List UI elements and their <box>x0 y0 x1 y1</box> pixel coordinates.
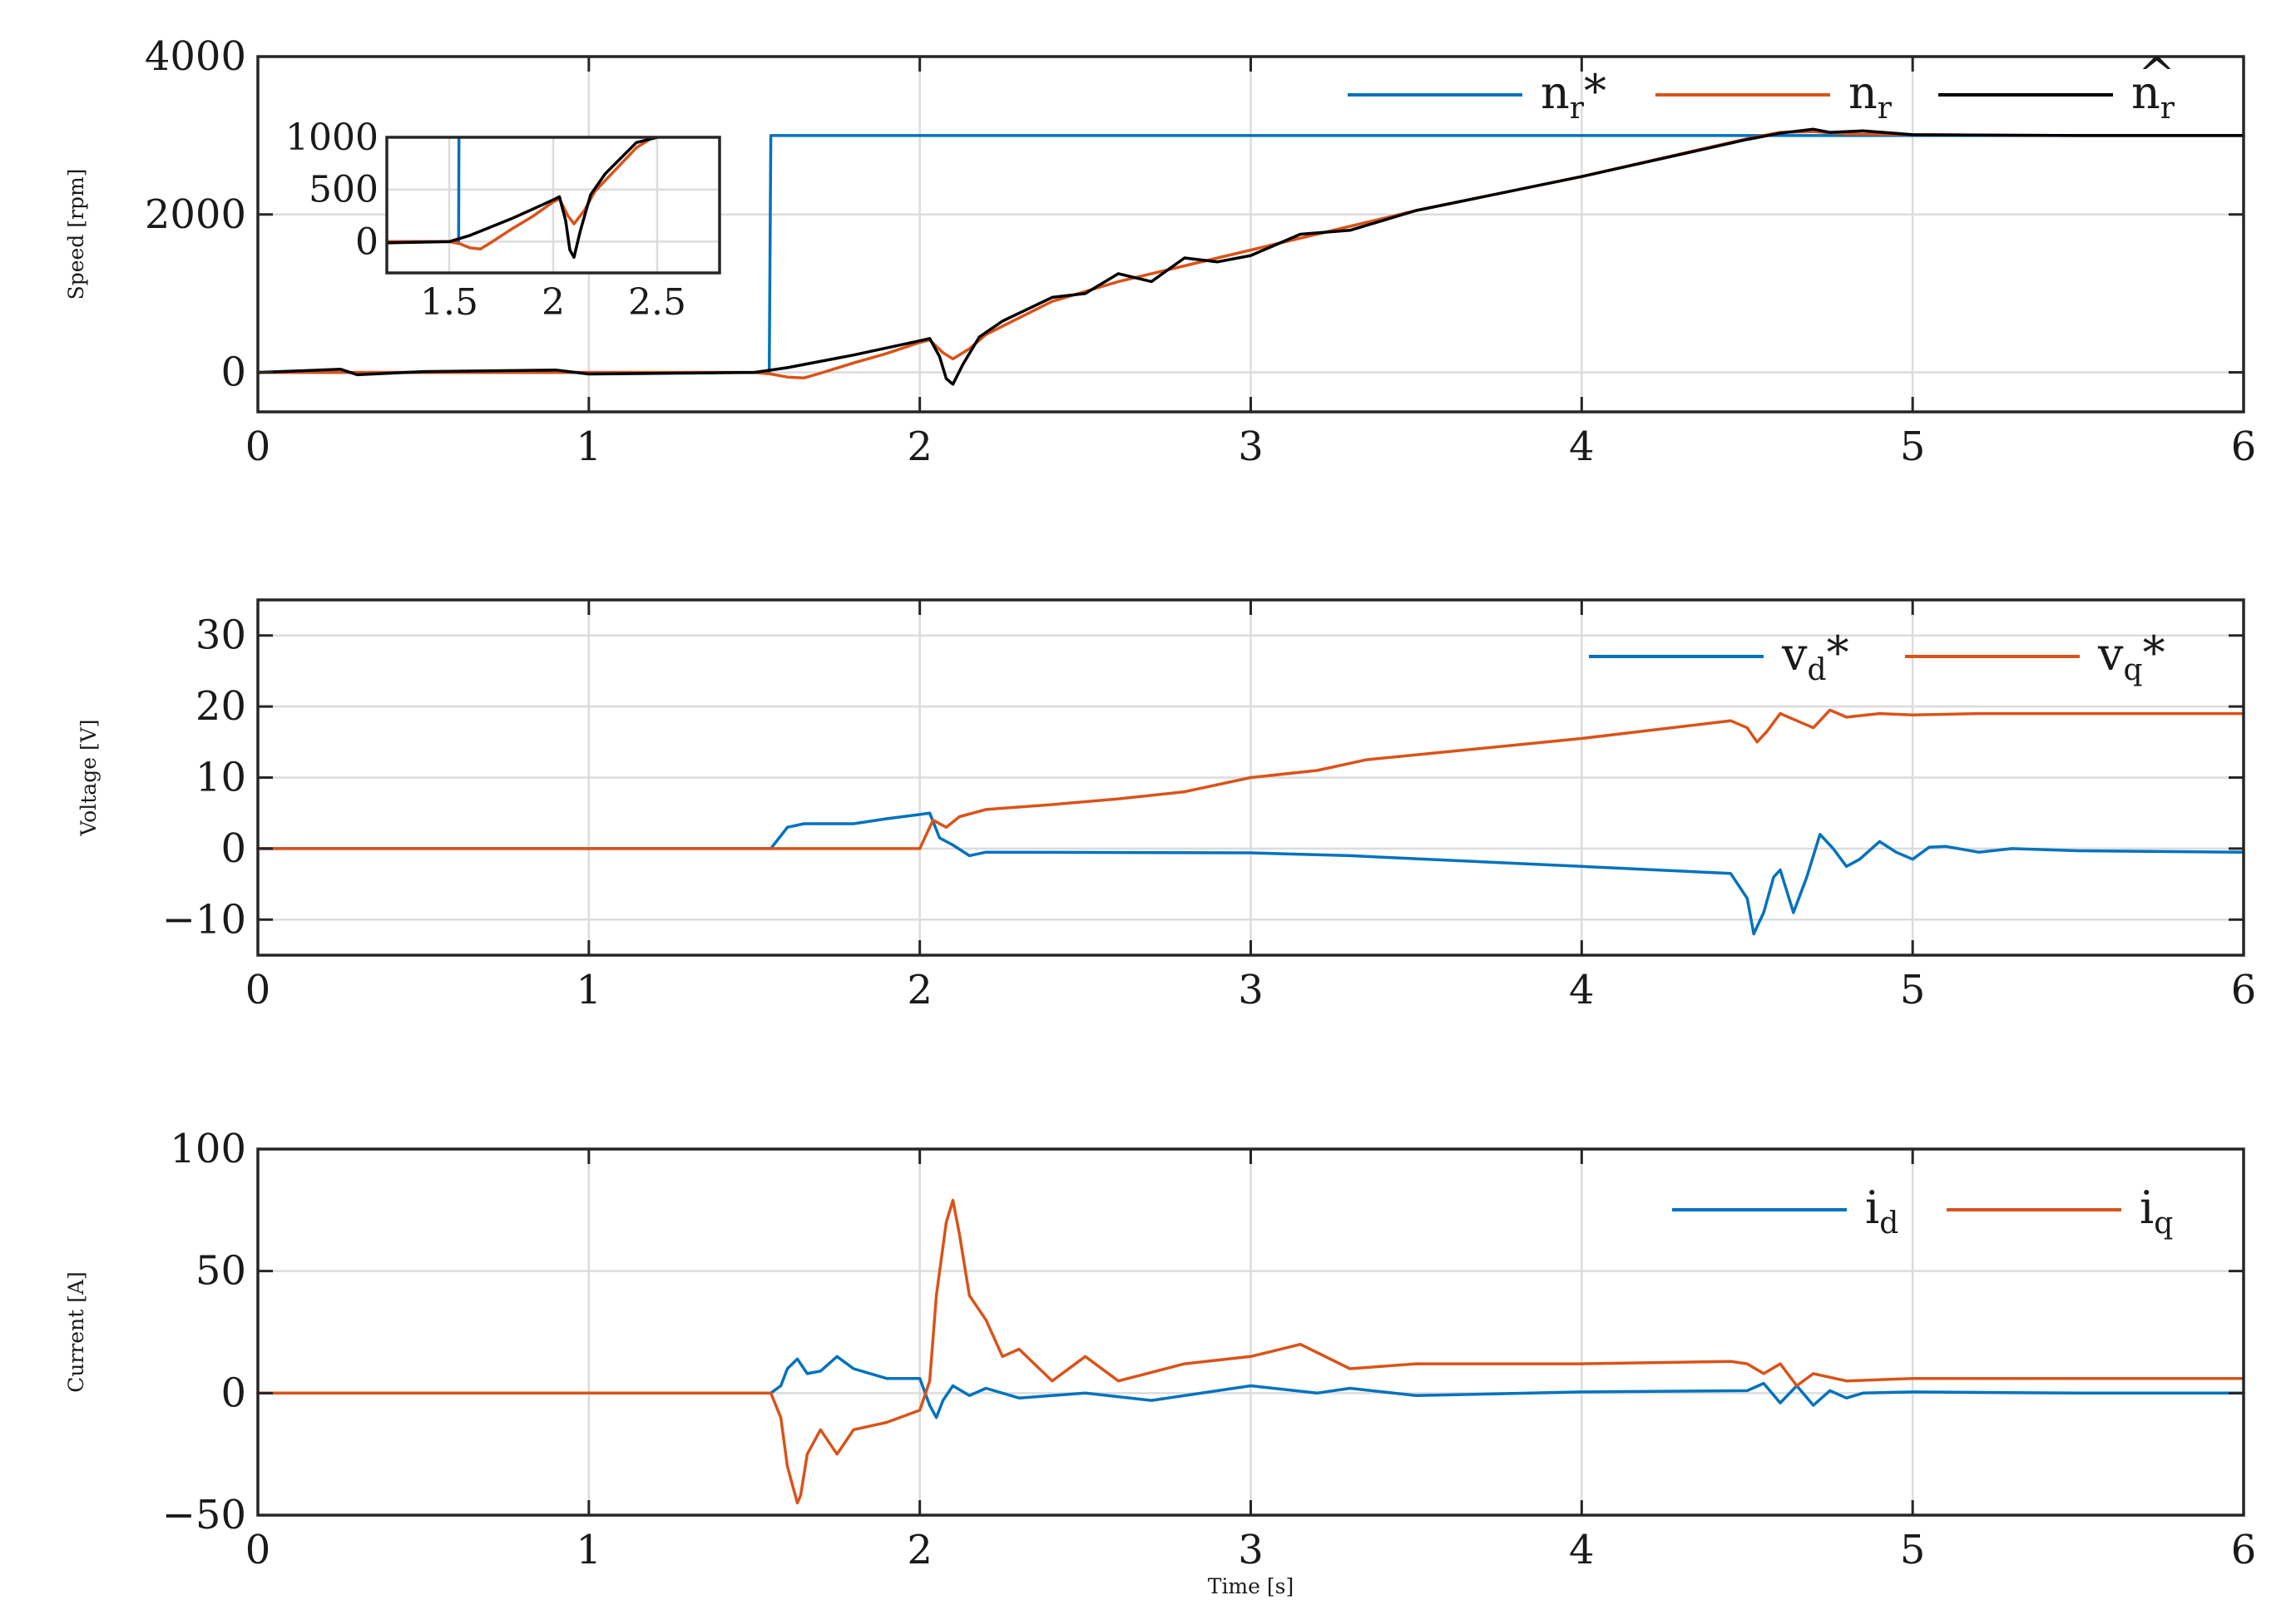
x-tick-label: 4 <box>1569 1527 1595 1573</box>
y-tick-label: 0 <box>220 825 246 872</box>
legend-label: iq <box>2140 1182 2173 1241</box>
y-tick-label: 10 <box>195 755 246 801</box>
legend-label: id <box>1865 1182 1898 1241</box>
inset-y-tick-label: 1000 <box>285 116 379 159</box>
x-tick-label: 0 <box>245 967 271 1013</box>
inset-x-tick-label: 2 <box>542 281 565 324</box>
y-tick-label: 0 <box>220 1370 246 1416</box>
y-tick-label: 100 <box>170 1126 246 1172</box>
inset-series-n-r-hat <box>387 137 660 259</box>
voltage-panel: 0 1 2 3 4 5 6 −10 0 10 20 30 Voltage [V] vd* vq* <box>77 598 2257 1013</box>
y-tick-label: 20 <box>195 683 246 730</box>
y-axis-label: Speed [rpm] <box>64 169 88 300</box>
y-tick-label: 2000 <box>145 191 246 238</box>
x-tick-label: 2 <box>907 424 933 470</box>
x-tick-label: 0 <box>245 424 271 470</box>
inset-y-tick-label: 0 <box>355 220 379 263</box>
legend-label: vd* <box>1781 627 1849 687</box>
series-v-q- <box>256 708 2245 850</box>
legend-entry: vq* <box>1905 627 2165 687</box>
y-tick-label: 30 <box>195 612 246 659</box>
series-i-q <box>256 1198 2245 1505</box>
x-tick-label: 6 <box>2231 967 2257 1013</box>
x-tick-label: 0 <box>245 1527 271 1573</box>
inset-y-tick-label: 500 <box>309 169 379 211</box>
legend-label: nr <box>1848 67 1893 126</box>
y-axis-label: Voltage [V] <box>77 719 101 836</box>
x-tick-label: 3 <box>1238 1527 1264 1573</box>
series-n-r-hat <box>256 127 2245 386</box>
x-axis-label: Time [s] <box>1208 1574 1294 1598</box>
x-tick-label: 5 <box>1900 1527 1926 1573</box>
x-tick-label: 1 <box>576 424 602 470</box>
inset-frame <box>385 136 721 275</box>
legend-entry: nr <box>1655 67 1893 126</box>
x-tick-label: 4 <box>1569 424 1595 470</box>
x-tick-label: 6 <box>2231 1527 2257 1573</box>
y-tick-label: −50 <box>162 1492 246 1538</box>
legend-entry: iq <box>1947 1182 2173 1241</box>
x-tick-label: 3 <box>1238 424 1264 470</box>
legend-label: vq* <box>2097 627 2165 687</box>
legend-entry: nr^ <box>1938 48 2175 126</box>
legend-entry: id <box>1672 1182 1898 1241</box>
y-tick-label: 0 <box>220 349 246 396</box>
inset-zoom: 1.5 2 2.5 0 500 1000 <box>285 116 721 324</box>
y-tick-label: −10 <box>162 896 246 943</box>
inset-x-tick-label: 1.5 <box>420 281 478 324</box>
x-tick-label: 5 <box>1900 967 1926 1013</box>
x-tick-label: 1 <box>576 1527 602 1573</box>
x-tick-label: 5 <box>1900 424 1926 470</box>
x-tick-label: 4 <box>1569 967 1595 1013</box>
x-tick-label: 1 <box>576 967 602 1013</box>
legend-label: nr <box>2131 67 2175 126</box>
inset-x-tick-label: 2.5 <box>628 281 686 324</box>
series-v-d- <box>256 811 2245 936</box>
y-tick-label: 4000 <box>145 33 246 80</box>
series-i-d <box>256 1355 2245 1419</box>
legend-entry: nr* <box>1348 65 1606 126</box>
x-tick-label: 2 <box>907 967 933 1013</box>
x-tick-label: 2 <box>907 1527 933 1573</box>
legend-hat: ^ <box>2138 48 2175 101</box>
x-tick-label: 6 <box>2231 424 2257 470</box>
y-tick-label: 50 <box>195 1248 246 1295</box>
legend-label: nr* <box>1541 65 1606 126</box>
x-tick-label: 3 <box>1238 967 1264 1013</box>
legend-entry: vd* <box>1589 627 1849 687</box>
y-axis-label: Current [A] <box>64 1271 88 1393</box>
